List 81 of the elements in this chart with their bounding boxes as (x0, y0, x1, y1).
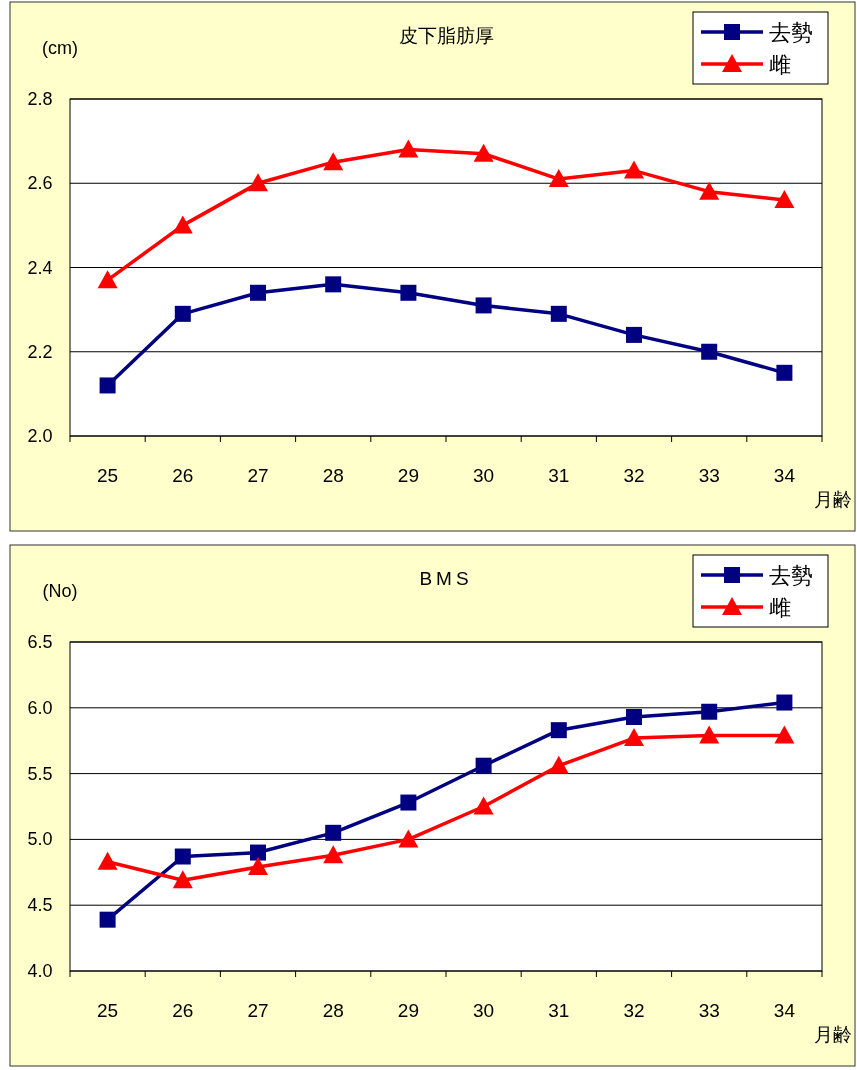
point (550, 722, 567, 739)
point (250, 284, 266, 301)
point (398, 139, 419, 158)
x-tick-label: 33 (698, 465, 720, 486)
point (774, 725, 795, 744)
x-tick-label: 30 (473, 1000, 495, 1021)
point (776, 364, 793, 381)
point (701, 703, 718, 720)
point (624, 728, 644, 747)
point (548, 755, 569, 774)
point (174, 305, 191, 322)
x-tick-label: 28 (322, 465, 344, 486)
chart-title: BMS (419, 568, 473, 589)
y-tick-label: 2.2 (27, 341, 53, 362)
point (550, 305, 567, 322)
point (99, 377, 116, 394)
y-tick-label: 2.4 (27, 257, 53, 278)
point (400, 794, 417, 811)
chart-title: 皮下脂肪厚 (398, 25, 494, 46)
point (626, 326, 642, 343)
y-tick-label: 6.0 (27, 697, 53, 718)
point (172, 215, 193, 234)
point (172, 870, 193, 889)
legend-label: 雌 (769, 52, 791, 77)
y-tick-label: 4.0 (27, 961, 53, 981)
x-tick-label: 27 (247, 465, 269, 486)
x-axis-title: 月齢 (814, 1024, 852, 1045)
y-tick-label: 6.5 (27, 632, 53, 652)
point (248, 857, 268, 876)
point (398, 829, 419, 848)
x-tick-label: 29 (397, 1000, 419, 1021)
x-tick-label: 32 (623, 465, 645, 486)
point (475, 757, 492, 774)
x-tick-label: 33 (698, 1000, 720, 1021)
point (774, 190, 795, 209)
legend-label: 去勢 (769, 563, 813, 588)
point (99, 911, 116, 928)
point (325, 276, 342, 293)
y-tick-label: 2.8 (27, 89, 53, 109)
x-tick-label: 29 (397, 465, 419, 486)
x-tick-label: 25 (97, 465, 119, 486)
x-tick-label: 30 (473, 465, 495, 486)
x-tick-label: 28 (322, 1000, 344, 1021)
point (174, 848, 191, 865)
y-tick-label: 5.0 (27, 829, 53, 850)
y-tick-label: 4.5 (27, 895, 53, 916)
point (323, 845, 344, 864)
point (701, 343, 718, 360)
y-axis-title: (No) (42, 581, 78, 601)
point (475, 297, 492, 314)
y-axis-title: (cm) (42, 38, 78, 58)
point (97, 851, 118, 870)
legend-label: 雌 (769, 595, 791, 620)
y-tick-label: 2.6 (27, 173, 53, 194)
point (323, 152, 344, 171)
x-tick-label: 31 (548, 1000, 570, 1021)
point (400, 284, 417, 301)
point (473, 796, 494, 815)
x-tick-label: 25 (97, 1000, 119, 1021)
legend-label: 去勢 (769, 20, 813, 45)
point (473, 143, 494, 162)
point (325, 824, 342, 841)
x-tick-label: 32 (623, 1000, 645, 1021)
x-tick-label: 26 (172, 465, 194, 486)
x-tick-label: 34 (773, 1000, 796, 1021)
x-tick-label: 27 (247, 1000, 269, 1021)
y-tick-label: 5.5 (27, 763, 53, 784)
point (699, 725, 720, 744)
point (624, 160, 644, 179)
x-axis-title: 月齢 (814, 489, 852, 510)
point (626, 709, 642, 726)
y-tick-label: 2.0 (27, 426, 53, 446)
point (248, 173, 268, 192)
x-tick-label: 26 (172, 1000, 194, 1021)
point (699, 181, 720, 200)
point (97, 270, 118, 289)
point (250, 844, 266, 861)
point (548, 169, 569, 188)
point (776, 694, 793, 711)
x-tick-label: 31 (548, 465, 570, 486)
x-tick-label: 34 (773, 465, 796, 486)
